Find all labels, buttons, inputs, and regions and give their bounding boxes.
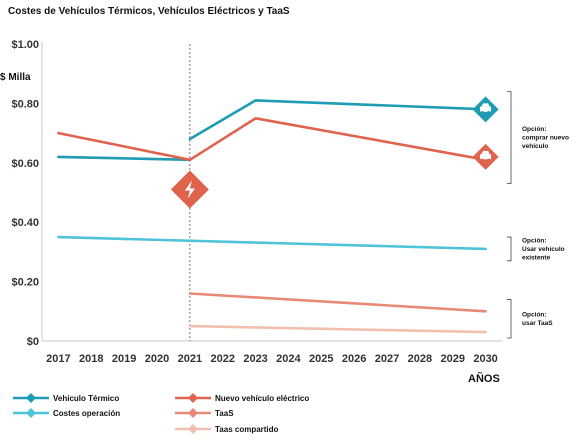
annotation-bracket <box>507 299 512 339</box>
x-tick-label: 2029 <box>440 353 464 365</box>
x-tick-label: 2024 <box>276 353 301 365</box>
y-tick-label: $0.20 <box>11 277 39 289</box>
car-body <box>480 153 492 160</box>
series-line <box>57 117 487 162</box>
legend-swatch-diamond <box>188 408 198 418</box>
x-tick-label: 2028 <box>408 353 432 365</box>
series-line <box>57 99 487 162</box>
annotation-text: comprar nuevo <box>522 135 569 142</box>
x-axis-label: AÑOS <box>468 372 500 385</box>
y-tick-label: $1.00 <box>11 39 39 51</box>
annotation-text: Opción: <box>522 126 547 133</box>
x-tick-label: 2023 <box>243 353 267 365</box>
axes: $0 $0.20 $0.40 $0.60 $0.80 $1.00 2017 2018 2019 2… <box>11 39 502 365</box>
car-wheel <box>481 111 484 114</box>
x-tick-label: 2026 <box>342 353 366 365</box>
car-wheel <box>481 158 484 162</box>
series-lines <box>57 99 487 334</box>
car-icon <box>472 143 499 170</box>
annotation-text: existente <box>522 254 551 261</box>
y-tick-label: $0 <box>27 336 39 348</box>
legend-label: Taas compartido <box>215 425 279 434</box>
x-tick-label: 2018 <box>79 353 103 365</box>
legend-label: Vehículo Térmico <box>53 394 119 403</box>
series-line <box>188 292 487 313</box>
x-tick-label: 2022 <box>210 353 234 365</box>
annotation-text: Opción: <box>522 311 547 318</box>
series-line <box>57 235 487 251</box>
annotation-bracket <box>507 236 512 262</box>
x-tick-label: 2019 <box>112 353 136 365</box>
legend: Vehículo Térmico Costes operación Nuevo ve… <box>13 393 309 434</box>
y-axis-label: $ Milla <box>0 72 31 83</box>
car-roof <box>481 150 490 154</box>
bolt-shape <box>184 180 195 199</box>
annotation-text: usar TaaS <box>522 320 553 327</box>
legend-label: TaaS <box>215 409 234 418</box>
y-tick-label: $0.40 <box>11 217 39 229</box>
x-tick-label: 2021 <box>178 353 202 365</box>
legend-swatch-diamond <box>26 408 36 418</box>
x-tick-label: 2025 <box>309 353 333 365</box>
x-tick-label: 2020 <box>145 353 169 365</box>
car-roof <box>481 103 490 107</box>
car-wheel <box>487 111 490 114</box>
annotation-text: vehículo <box>522 143 548 150</box>
x-tick-label: 2017 <box>46 353 70 365</box>
legend-swatch-diamond <box>188 393 198 403</box>
annotation-text: Opción: <box>522 237 547 244</box>
legend-swatch-diamond <box>26 393 36 403</box>
car-icon <box>472 96 499 123</box>
chart-title: Costes de Vehículos Térmicos, Vehículos … <box>8 6 290 17</box>
legend-swatch-diamond <box>188 424 198 434</box>
legend-label: Nuevo vehículo eléctrico <box>215 394 309 403</box>
car-body <box>480 106 492 112</box>
annotation-text: Usar vehículo <box>522 246 565 253</box>
x-tick-label: 2027 <box>375 353 399 365</box>
annotation-bracket <box>507 91 512 184</box>
lightning-bolt-icon <box>170 170 209 209</box>
x-tick-label: 2030 <box>473 353 497 365</box>
car-wheel <box>487 158 490 162</box>
marker-icons <box>170 96 499 209</box>
series-line <box>188 324 487 334</box>
legend-label: Costes operación <box>53 409 120 418</box>
y-tick-label: $0.60 <box>11 158 39 170</box>
y-tick-label: $0.80 <box>11 98 39 110</box>
